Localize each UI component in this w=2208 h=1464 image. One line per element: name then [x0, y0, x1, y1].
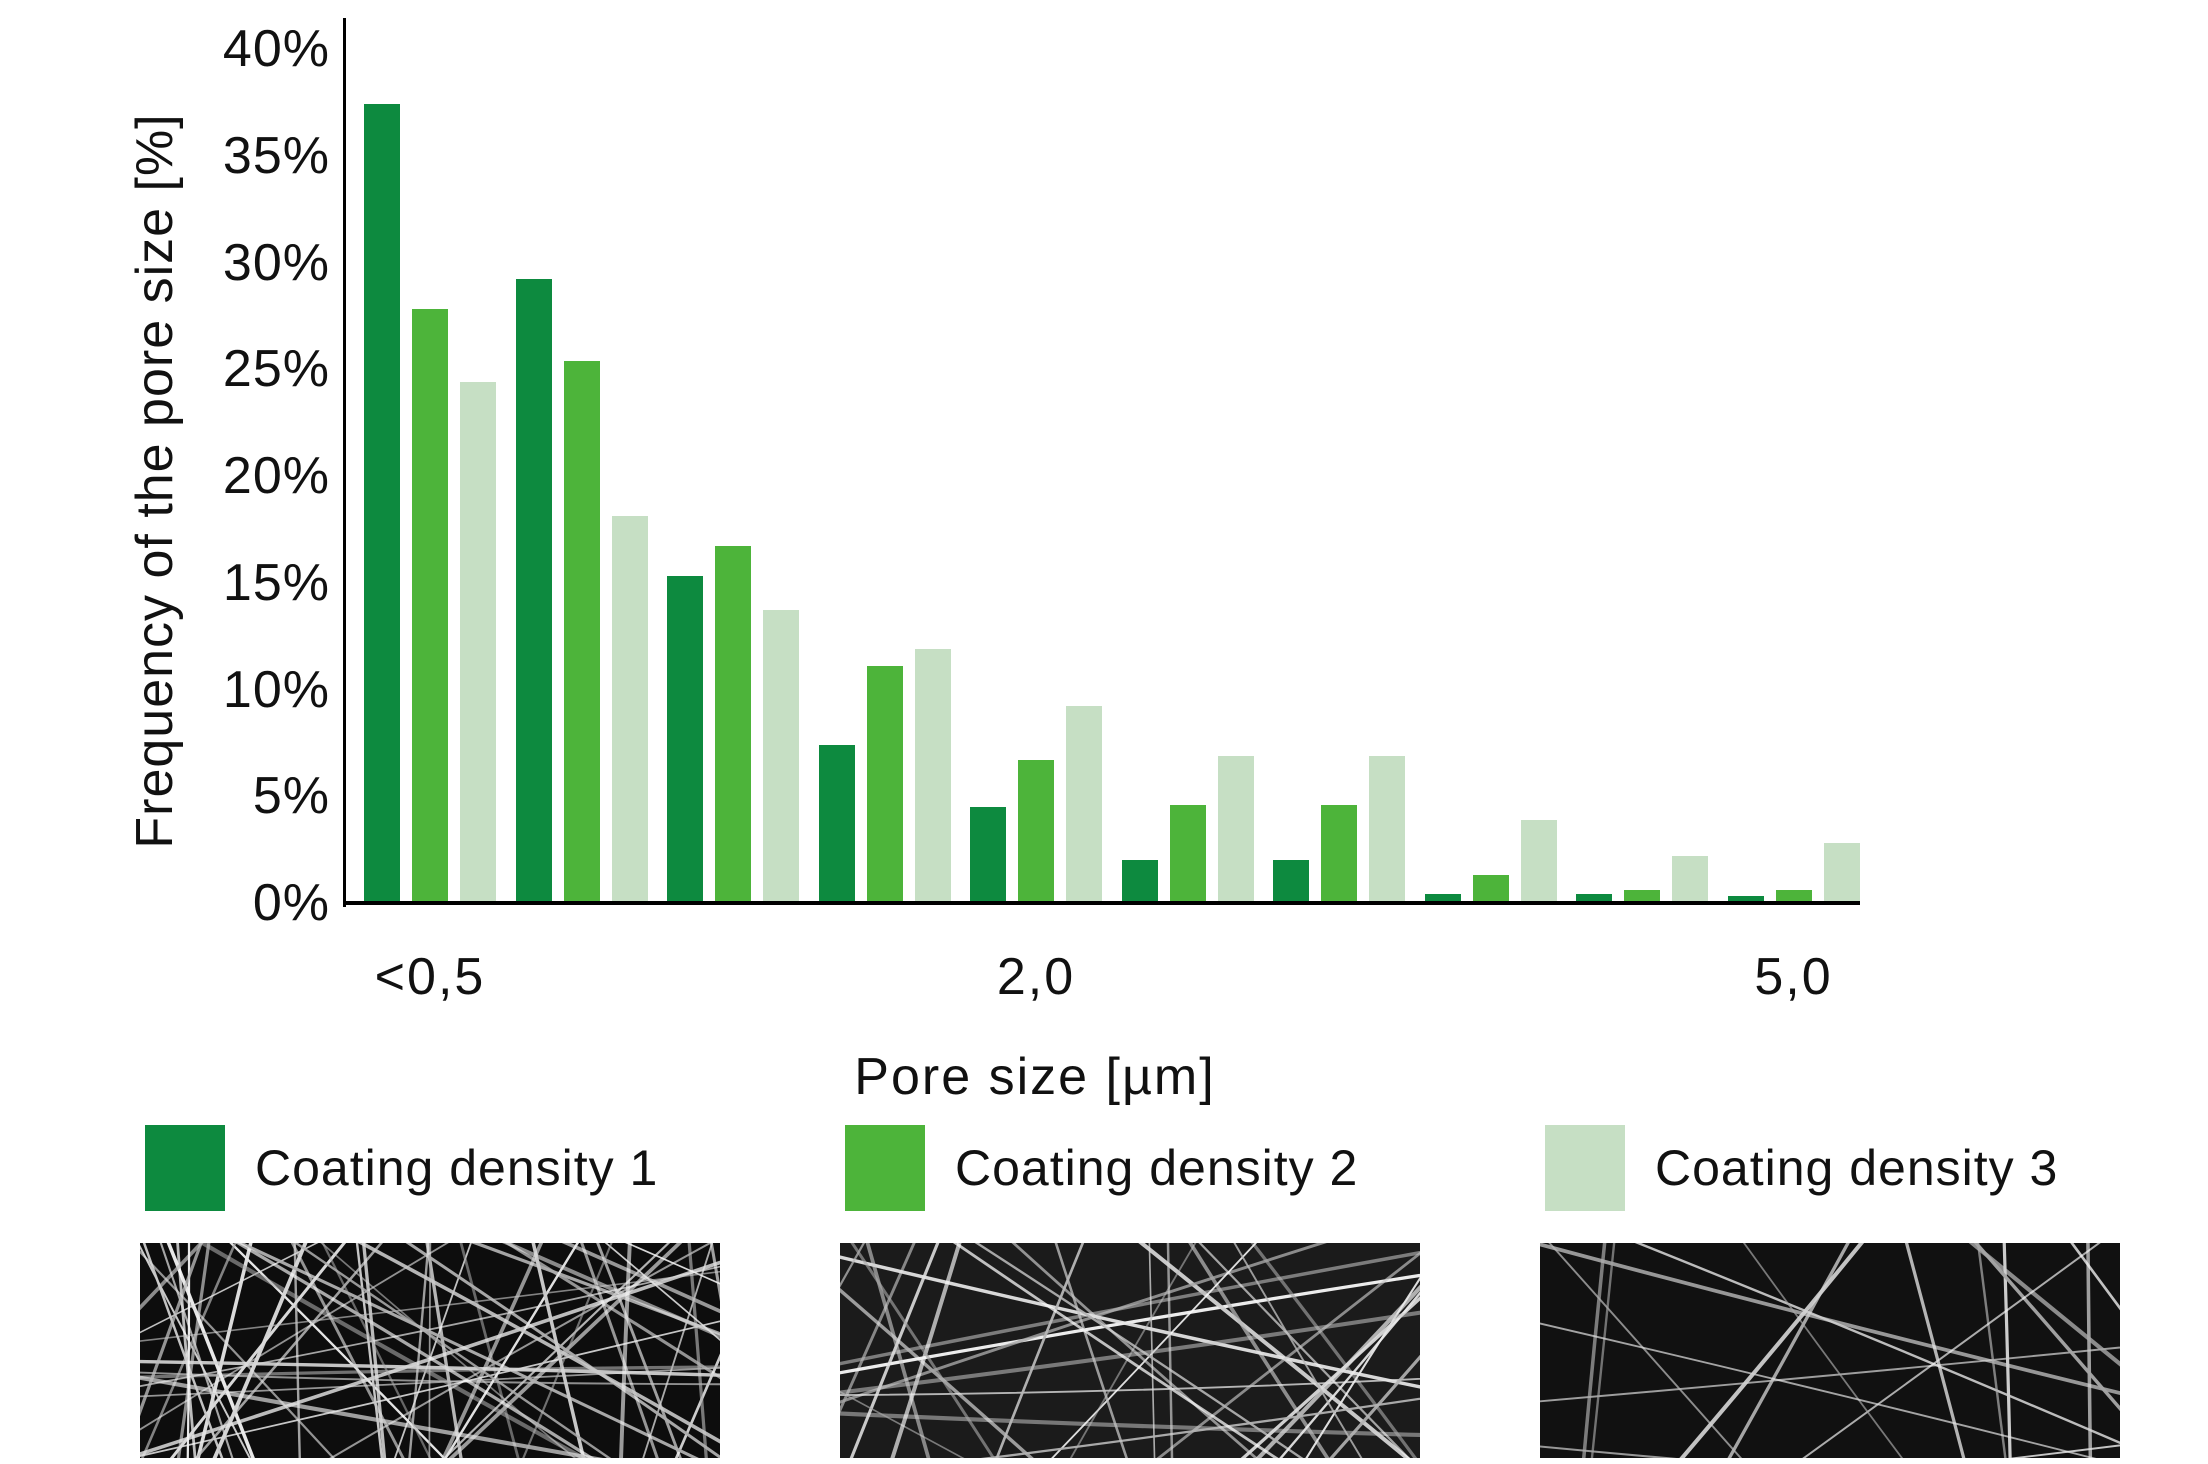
bar-coating-density-3	[914, 648, 951, 905]
bar-coating-density-2	[866, 665, 903, 905]
bar-coating-density-1	[818, 744, 855, 905]
bar-coating-density-1	[970, 806, 1006, 905]
y-axis-line	[343, 18, 346, 907]
sem-image-coating-density-1	[140, 1243, 720, 1458]
bar-coating-density-1	[1727, 896, 1764, 905]
y-tick-label: 40%	[222, 20, 330, 78]
bar-coating-density-3	[1066, 706, 1102, 905]
bar-coating-density-3	[1520, 819, 1557, 905]
x-axis-title: Pore size [µm]	[854, 1048, 1216, 1106]
bar-coating-density-1	[1273, 860, 1309, 905]
y-tick-label: 5%	[252, 767, 330, 826]
bar-coating-density-3	[1672, 855, 1708, 905]
legend-swatch-coating-density-2	[845, 1125, 925, 1211]
x-axis-line	[343, 901, 1860, 905]
legend-label: Coating density 1	[255, 1140, 659, 1196]
bar-coating-density-2	[1321, 804, 1357, 905]
x-tick-label: 5,0	[1754, 948, 1833, 1006]
bar-coating-density-1	[515, 279, 552, 905]
y-tick-label: 25%	[222, 340, 330, 399]
bar-coating-density-2	[412, 309, 448, 905]
bar-coating-density-2	[563, 360, 600, 905]
y-tick-label: 10%	[222, 660, 330, 719]
bar-coating-density-3	[460, 381, 496, 905]
y-tick-label: 20%	[222, 447, 330, 505]
bar-coating-density-3	[611, 516, 648, 905]
y-tick-label: 35%	[222, 126, 330, 185]
legend-swatch-coating-density-3	[1545, 1125, 1625, 1211]
y-tick-label: 15%	[222, 553, 330, 612]
bar-coating-density-1	[1576, 894, 1612, 905]
pore-size-bar-chart: Frequency of the pore size [%] 40% 35% 30%…	[126, 18, 1860, 1106]
bar-coating-density-1	[364, 104, 400, 905]
sem-image-coating-density-2	[840, 1243, 1420, 1458]
sem-image-coating-density-3	[1540, 1243, 2120, 1458]
bar-coating-density-3	[1823, 843, 1860, 905]
bar-coating-density-1	[1121, 860, 1158, 905]
bar-coating-density-2	[1018, 759, 1054, 905]
bar-coating-density-3	[1217, 755, 1254, 905]
x-tick-label: <0,5	[374, 948, 486, 1006]
legend-label: Coating density 3	[1655, 1140, 2059, 1196]
y-tick-label: 0%	[252, 874, 330, 932]
y-tick-label: 30%	[222, 233, 330, 292]
legend-swatch-coating-density-1	[145, 1125, 225, 1211]
x-tick-label: 2,0	[996, 948, 1076, 1006]
bar-coating-density-2	[1169, 804, 1206, 905]
bar-coating-density-3	[1369, 755, 1405, 905]
legend-label: Coating density 2	[955, 1140, 1359, 1196]
bar-coating-density-2	[715, 546, 751, 905]
bar-coating-density-1	[667, 576, 703, 905]
bar-coating-density-2	[1472, 875, 1509, 905]
bar-coating-density-3	[763, 610, 799, 905]
bar-coating-density-1	[1424, 894, 1461, 905]
